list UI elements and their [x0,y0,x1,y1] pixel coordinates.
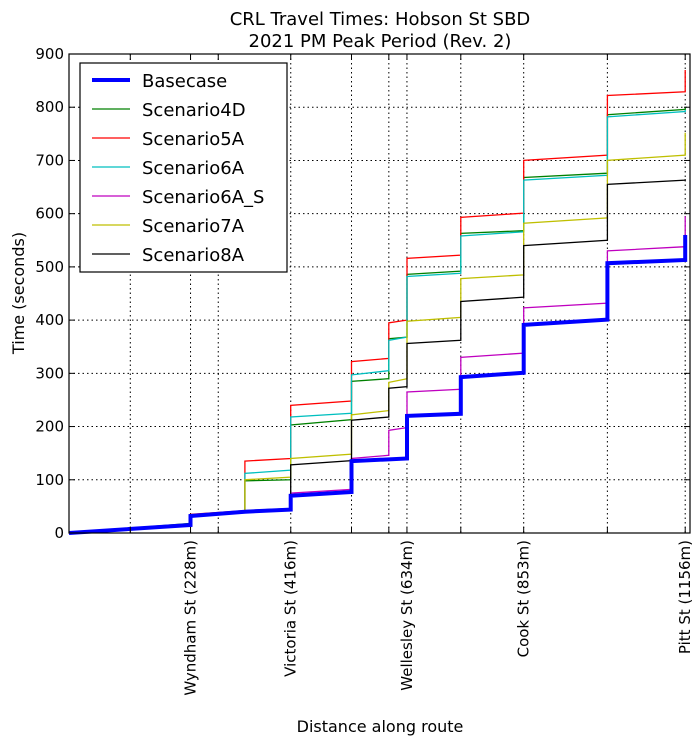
x-axis-label: Distance along route [297,717,464,736]
y-tick-label: 200 [35,418,64,436]
y-tick-label: 400 [35,311,64,329]
plot-frame [68,53,691,534]
y-axis-label: Time (seconds) [9,232,28,355]
series-line-basecase [68,235,688,535]
chart-title-line-2: 2021 PM Peak Period (Rev. 2) [249,31,512,52]
legend: Basecase Scenario4D Scenario5A Scenario6A Sc… [79,62,288,273]
x-tick-label: Pitt St (1156m) [676,540,694,654]
x-tick-label: Cook St (853m) [515,540,533,657]
x-tick-label: Victoria St (416m) [282,540,300,677]
legend-label: Scenario7A [142,216,245,237]
x-axis: Wyndham St (228m) Victoria St (416m) Welle… [129,54,694,696]
chart-title-line-1: CRL Travel Times: Hobson St SBD [230,9,531,30]
y-axis: 0 100 200 300 400 500 600 700 800 900 [35,45,690,542]
y-tick-label: 100 [35,471,64,489]
legend-label: Basecase [142,71,227,92]
legend-label: Scenario4D [142,100,246,121]
y-tick-label: 300 [35,364,64,382]
y-tick-label: 600 [35,205,64,223]
y-tick-label: 0 [54,524,64,542]
legend-label: Scenario8A [142,245,245,266]
x-tick-label: Wellesley St (634m) [398,540,416,691]
y-tick-label: 500 [35,258,64,276]
series-lines [68,70,688,535]
legend-label: Scenario6A_S [142,187,264,208]
series-line-scenario7a [68,132,686,534]
legend-label: Scenario5A [142,129,245,150]
y-tick-label: 700 [35,151,64,169]
legend-label: Scenario6A [142,158,245,179]
y-tick-label: 900 [35,45,64,63]
x-tick-label: Wyndham St (228m) [182,540,200,696]
y-tick-label: 800 [35,98,64,116]
